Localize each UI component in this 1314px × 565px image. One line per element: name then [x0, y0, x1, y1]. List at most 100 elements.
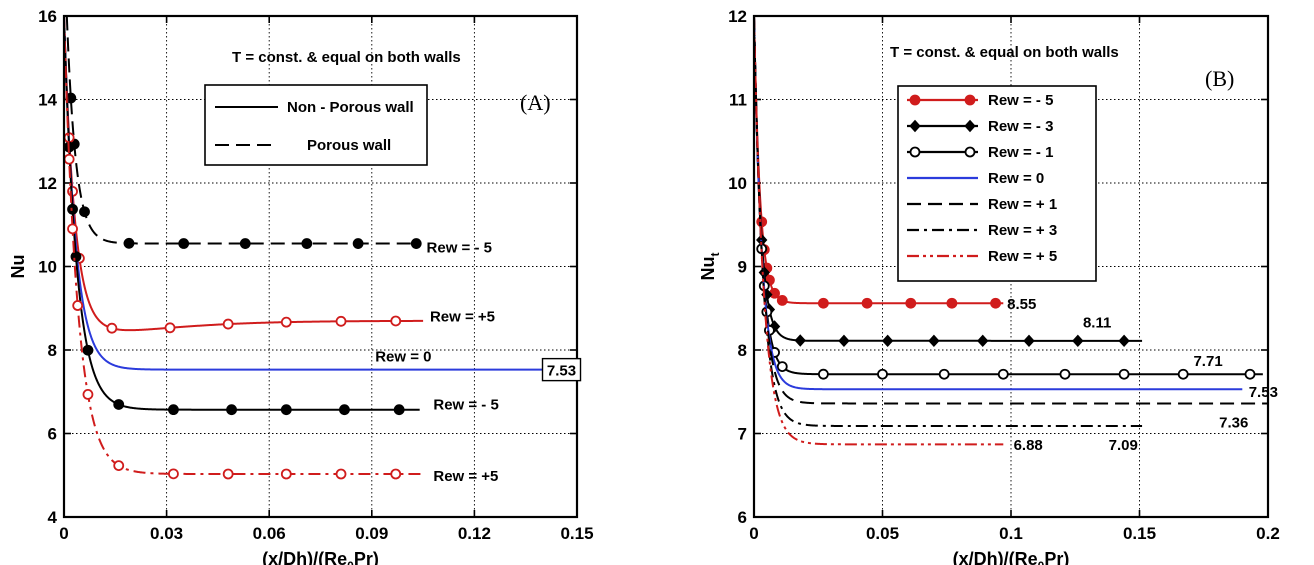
- y-tick-label: 16: [38, 7, 57, 26]
- series-marker-0: [301, 238, 313, 249]
- x-axis-label: (x/Dh)/(Re0Pr): [262, 549, 379, 565]
- series-line-0: [65, 16, 417, 245]
- x-axis-label-tail: Pr): [354, 549, 379, 565]
- series-marker-1: [164, 322, 176, 334]
- series-marker-2: [776, 361, 788, 372]
- y-tick-label: 7: [738, 425, 747, 444]
- series-marker-0: [776, 295, 788, 306]
- curve-label: 7.36: [1219, 415, 1248, 432]
- series-marker-2: [997, 368, 1009, 380]
- series-marker-0: [905, 297, 917, 309]
- series-marker-2: [1059, 368, 1071, 380]
- series-marker-0: [123, 237, 135, 249]
- series-marker-4: [390, 468, 402, 480]
- series-marker-3: [168, 404, 179, 416]
- series-marker-4: [72, 300, 84, 311]
- series-marker-3: [113, 399, 125, 410]
- y-axis-label-sub: t: [708, 253, 722, 257]
- x-tick-label: 0: [749, 524, 758, 543]
- series-marker-0: [410, 238, 422, 249]
- series-marker-4: [64, 153, 75, 165]
- legend: [897, 85, 1097, 282]
- y-tick-label: 12: [38, 174, 57, 193]
- series-marker-4: [82, 389, 94, 400]
- series-marker-0: [861, 297, 873, 309]
- curve-label: 7.71: [1193, 353, 1222, 370]
- series-marker-3: [70, 251, 82, 263]
- series-marker-3: [67, 203, 78, 215]
- series-marker-1: [335, 315, 347, 327]
- legend-label: Rew = - 1: [988, 144, 1053, 161]
- value-box-label: 7.53: [547, 363, 576, 380]
- legend-marker-1: [909, 119, 921, 133]
- x-tick-label: 0.15: [560, 524, 593, 543]
- series-marker-1: [390, 315, 402, 327]
- legend-label: Rew = - 5: [988, 92, 1053, 109]
- series-marker-0: [946, 297, 958, 309]
- chart-panel-a: 0 0.03 0.06 0.09 0.12 0.15 4 6 8 10 12 14 16 Rew = - …: [8, 7, 594, 565]
- legend-label: Rew = + 1: [988, 196, 1057, 213]
- curve-label: 8.11: [1083, 314, 1111, 331]
- legend-marker-0: [964, 94, 976, 106]
- curve-label: Rew = +5: [430, 309, 495, 326]
- x-tick-label: 0.03: [150, 524, 183, 543]
- series-marker-0: [239, 238, 251, 249]
- y-tick-label: 6: [738, 508, 747, 527]
- x-axis-label-tail: Pr): [1044, 549, 1069, 565]
- series-marker-1: [928, 334, 940, 348]
- series-marker-0: [990, 297, 1001, 309]
- legend-label: Rew = + 3: [988, 222, 1057, 239]
- legend-label: Rew = 0: [988, 170, 1044, 187]
- y-axis-label: Nu: [8, 255, 28, 279]
- y-tick-label: 12: [728, 7, 747, 26]
- legend-label: Non - Porous wall: [287, 99, 414, 116]
- curve-label: Rew = 0: [375, 348, 431, 365]
- series-marker-4: [222, 468, 234, 480]
- x-tick-label: 0.2: [1256, 524, 1280, 543]
- series-marker-3: [226, 404, 237, 416]
- curve-label: 8.55: [1007, 296, 1036, 313]
- series-marker-1: [794, 334, 806, 347]
- y-tick-label: 9: [738, 258, 747, 277]
- series-marker-2: [1244, 368, 1256, 380]
- y-axis-label-main: Nu: [8, 255, 28, 279]
- series-marker-1: [106, 322, 118, 334]
- series-marker-4: [113, 460, 125, 472]
- series-line-4: [64, 16, 424, 475]
- x-axis-label: (x/Dh)/(Re0Pr): [953, 549, 1070, 565]
- series-group: [64, 16, 577, 480]
- series-marker-1: [222, 318, 234, 330]
- y-tick-label: 10: [728, 174, 747, 193]
- series-marker-4: [280, 468, 292, 480]
- panel-label: (B): [1205, 66, 1234, 91]
- series-marker-0: [352, 238, 364, 249]
- series-marker-0: [79, 206, 90, 218]
- annotation: T = const. & equal on both walls: [890, 44, 1119, 61]
- curve-label: 7.53: [1249, 384, 1278, 401]
- curve-label: Rew = - 5: [433, 396, 498, 413]
- series-marker-0: [769, 287, 780, 299]
- annotation: T = const. & equal on both walls: [232, 49, 461, 66]
- curve-label: Rew = +5: [433, 468, 498, 485]
- y-tick-label: 11: [729, 91, 747, 110]
- panel-label: (A): [520, 90, 551, 115]
- series-marker-3: [280, 404, 292, 416]
- series-marker-4: [335, 468, 347, 480]
- y-tick-label: 8: [48, 341, 57, 360]
- x-tick-label: 0: [59, 524, 68, 543]
- y-tick-label: 8: [738, 341, 747, 360]
- x-axis-label-sub: 0: [347, 559, 354, 565]
- x-axis-label-main: (x/Dh)/(Re: [953, 549, 1038, 565]
- legend-marker-0: [909, 94, 921, 106]
- y-axis-label: Nut: [698, 253, 722, 281]
- curve-label: Rew = - 5: [427, 240, 492, 257]
- series-marker-1: [881, 334, 894, 348]
- series-line-6: [754, 16, 1004, 446]
- series-marker-0: [817, 297, 829, 309]
- series-line-4: [754, 16, 1268, 405]
- legend-label: Rew = - 3: [988, 118, 1053, 135]
- series-group: [754, 16, 1268, 446]
- x-tick-label: 0.06: [253, 524, 286, 543]
- y-tick-label: 6: [48, 425, 57, 444]
